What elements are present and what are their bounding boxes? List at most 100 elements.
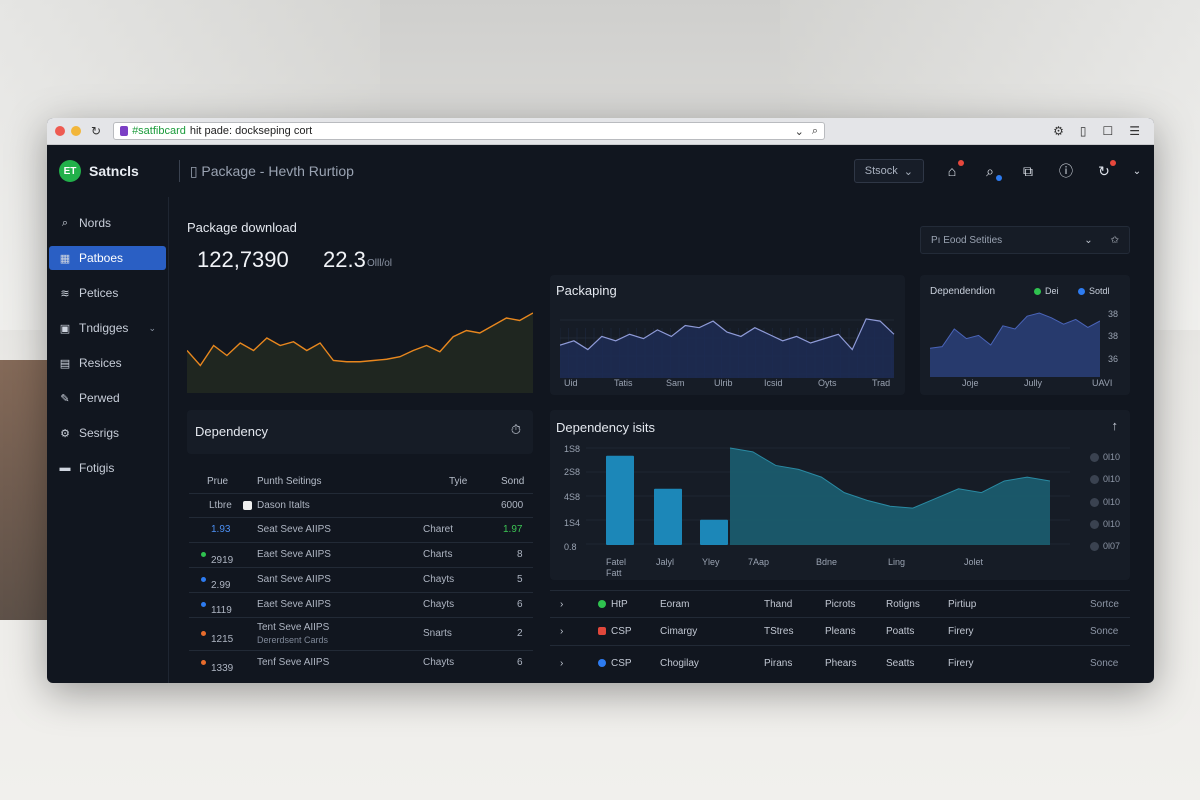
url-host: #satfibcard bbox=[132, 125, 186, 137]
tab-icon[interactable]: ☐ bbox=[1102, 124, 1114, 138]
bar bbox=[654, 488, 682, 545]
row-cell: Firery bbox=[948, 626, 974, 637]
layers-icon: ≋ bbox=[60, 287, 70, 300]
search-badge bbox=[996, 175, 1002, 181]
table-row[interactable]: 1.93 Seat Seve AIIPS Charet 1.97 bbox=[189, 518, 533, 543]
filter-dropdown[interactable]: Pı Eood Setities ⌄ ✩ bbox=[920, 226, 1130, 254]
table-row[interactable]: 2.99 Sant Seve AIIPS Chayts 5 bbox=[189, 568, 533, 593]
cell-checkbox[interactable] bbox=[239, 500, 256, 511]
chevron-down-icon[interactable]: ⌄ bbox=[794, 125, 804, 138]
list-row-csp-1[interactable]: › CSP Cimargy TStres Pleans Poatts Firer… bbox=[550, 618, 1130, 646]
breadcrumb-text: Package - Hevth Rurtiop bbox=[201, 162, 354, 179]
area-fill bbox=[187, 313, 533, 393]
area-fill bbox=[730, 448, 1050, 545]
sidebar-item-resices[interactable]: ▤ Resices bbox=[49, 351, 166, 375]
packaging-area-chart bbox=[560, 318, 895, 378]
row-cell: Sortce bbox=[1090, 599, 1119, 610]
close-window-button[interactable] bbox=[55, 126, 65, 136]
x-tick-label: UAVI bbox=[1092, 378, 1113, 388]
notifications-icon[interactable]: ⌂ bbox=[942, 160, 964, 181]
timer-icon[interactable]: ⏱ bbox=[510, 422, 521, 437]
chevron-down-icon[interactable]: ⌄ bbox=[1132, 165, 1142, 177]
info-icon[interactable]: ⓘ bbox=[1059, 163, 1073, 179]
cell-id-text: 1339 bbox=[211, 663, 234, 674]
table-row[interactable]: 1119 Eaet Seve AIIPS Chayts 6 bbox=[189, 593, 533, 618]
search-icon: ⌕ bbox=[61, 216, 69, 229]
stock-dropdown-label: Stsock bbox=[864, 165, 898, 177]
sidebar-item-petices[interactable]: ≋ Petices bbox=[49, 281, 166, 305]
row-cell: Seatts bbox=[886, 658, 915, 669]
search-icon[interactable]: ⌕ bbox=[811, 124, 819, 137]
list-row-http[interactable]: › HtP Eoram Thand Picrots Rotigns Pirtiu… bbox=[550, 590, 1130, 618]
sidebar-item-perwed[interactable]: ✎ Perwed bbox=[49, 386, 166, 410]
table-row[interactable]: 1339 Tenf Seve AIIPS Chayts 6 bbox=[189, 651, 533, 676]
arrow-up-icon[interactable]: ↑ bbox=[1111, 418, 1119, 433]
reload-icon[interactable]: ↻ bbox=[91, 124, 102, 138]
y-tick-label: 2S8 bbox=[564, 467, 581, 477]
table-row[interactable]: Ltbre Dason Italts 6000 bbox=[189, 493, 533, 518]
legend-item: 0l07 bbox=[1089, 541, 1120, 551]
x-tick-label: Jully bbox=[1024, 378, 1043, 388]
table-row[interactable]: 2919 Eaet Seve AIIPS Charts 8 bbox=[189, 543, 533, 568]
cell-value: 8 bbox=[517, 549, 523, 560]
status-dot bbox=[201, 576, 206, 582]
cell-id: 1119 bbox=[201, 599, 232, 616]
bookmark-icon[interactable]: ▯ bbox=[1079, 124, 1087, 138]
cell-type: Chayts bbox=[423, 574, 455, 585]
brand-logo[interactable]: ET bbox=[59, 160, 81, 182]
column-header[interactable]: Sond bbox=[501, 476, 525, 487]
list-row-csp-2[interactable]: › CSP Chogilay Pirans Phears Seatts Fire… bbox=[550, 646, 1130, 683]
table-row[interactable]: 1215 Tent Seve AIIPS Dererdsent Cards Sn… bbox=[189, 618, 533, 651]
pin-icon[interactable]: ✩ bbox=[1110, 234, 1119, 246]
cell-value: 2 bbox=[517, 628, 523, 639]
browser-toolbar: ↻ #satfibcard hit pade: dockseping cort … bbox=[47, 118, 1154, 145]
cell-setting: Dason Italts bbox=[257, 500, 310, 511]
refresh-icon[interactable]: ↻ bbox=[1094, 160, 1116, 181]
box-icon: ▣ bbox=[59, 322, 71, 335]
row-checkbox[interactable] bbox=[243, 500, 252, 510]
cell-name: Eaet Seve AIIPS bbox=[257, 599, 331, 610]
background-furniture bbox=[0, 360, 48, 620]
menu-icon[interactable]: ☰ bbox=[1129, 124, 1140, 138]
sidebar-item-sesrigs[interactable]: ⚙ Sesrigs bbox=[49, 421, 166, 445]
sidebar-item-fotigis[interactable]: ▬ Fotigis bbox=[49, 456, 166, 480]
app-header: ET Satncls ▯ Package - Hevth Rurtiop Sts… bbox=[47, 145, 1154, 197]
x-tick-label: Sam bbox=[666, 378, 685, 388]
bar bbox=[700, 519, 728, 545]
x-tick-label: Ulrib bbox=[714, 378, 733, 388]
sidebar-item-nords[interactable]: ⌕ Nords bbox=[49, 211, 166, 235]
calendar-icon[interactable]: ⧉ bbox=[1023, 162, 1033, 179]
sidebar-item-label: Nords bbox=[79, 216, 112, 230]
cell-value: 1.97 bbox=[503, 524, 523, 535]
chevron-down-icon: ⌄ bbox=[903, 165, 913, 178]
status-dot bbox=[201, 551, 206, 557]
cell-value: 6000 bbox=[501, 500, 524, 511]
x-tick-label: Icsid bbox=[764, 378, 783, 388]
legend-item: Dei bbox=[1034, 286, 1059, 296]
header-divider bbox=[178, 160, 180, 182]
search-icon[interactable]: ⌕ bbox=[980, 161, 1002, 181]
legend-label: 0l07 bbox=[1102, 541, 1120, 551]
chevron-right-icon[interactable]: › bbox=[560, 599, 564, 610]
kpi-value-primary: 122,7390 bbox=[197, 247, 289, 272]
cell-id: 2.99 bbox=[201, 574, 230, 591]
column-header[interactable]: Punth Seitings bbox=[257, 476, 322, 487]
column-header[interactable]: Prue bbox=[207, 476, 229, 487]
chevron-right-icon[interactable]: › bbox=[560, 626, 564, 637]
legend-label: 0l10 bbox=[1102, 474, 1120, 484]
row-protocol: HtP bbox=[598, 599, 628, 610]
column-header[interactable]: Tyie bbox=[449, 476, 468, 487]
stock-dropdown[interactable]: Stsock ⌄ bbox=[853, 159, 924, 183]
row-cell: Pleans bbox=[825, 626, 856, 637]
extensions-icon[interactable]: ⚙ bbox=[1053, 124, 1064, 138]
address-bar[interactable]: #satfibcard hit pade: dockseping cort ⌄ … bbox=[113, 122, 826, 140]
sidebar-item-patboes[interactable]: ▦ Patboes bbox=[49, 246, 166, 270]
x-tick-label: Bdne bbox=[816, 557, 838, 567]
folder-icon: ▬ bbox=[59, 462, 71, 474]
dependency-visits-chart bbox=[586, 447, 1070, 545]
minimize-window-button[interactable] bbox=[71, 126, 81, 136]
chevron-right-icon[interactable]: › bbox=[560, 658, 564, 669]
row-cell: Eoram bbox=[660, 599, 690, 610]
row-cell: Cimargy bbox=[660, 626, 698, 637]
sidebar-item-tndigges[interactable]: ▣ Tndigges ⌄ bbox=[49, 316, 166, 340]
